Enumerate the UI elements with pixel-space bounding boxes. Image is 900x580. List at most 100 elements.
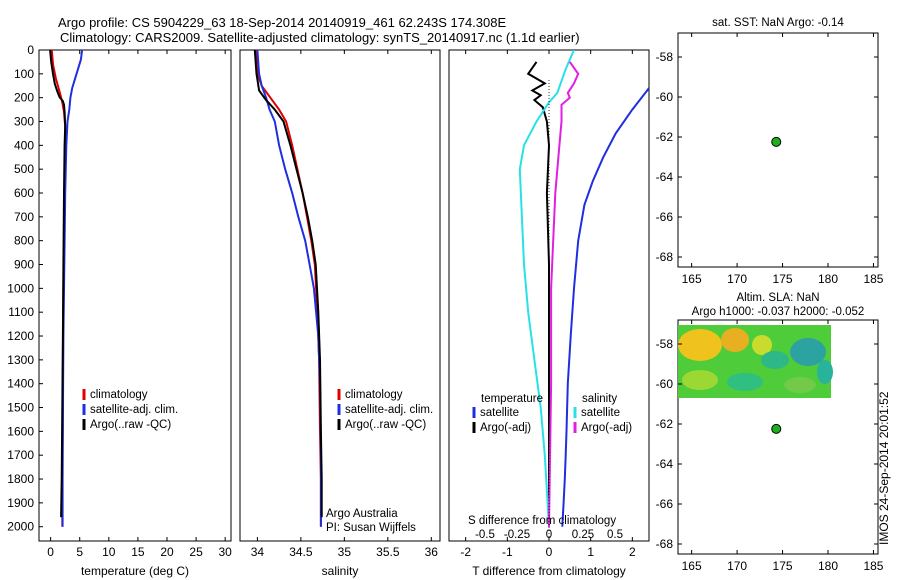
difference-legend-label: satellite: [581, 407, 620, 419]
depth-ytick-label: 300: [14, 115, 34, 129]
legend-header-salinity: salinity: [582, 393, 617, 405]
temperature-legend-label: climatology: [90, 389, 148, 401]
differences-series-2: [518, 50, 575, 527]
sst_map-xtick-label: 180: [818, 272, 838, 286]
s-tick-label: 0.25: [572, 529, 594, 541]
salinity-xtick-label: 34.5: [289, 545, 313, 559]
difference-legend-label: satellite: [480, 407, 519, 419]
temperature-xtick-label: 15: [131, 545, 145, 559]
depth-ytick-label: 1000: [7, 281, 34, 295]
sla_map-title: Altim. SLA: NaN: [736, 292, 819, 304]
sla_map-subtitle: Argo h1000: -0.037 h2000: -0.052: [692, 306, 865, 318]
imos-timestamp: IMOS 24-Sep-2014 20:01:52: [877, 391, 891, 545]
salinity-series-1: [256, 50, 322, 527]
sst_map-ytick-label: -60: [656, 90, 674, 104]
salinity-series-0: [254, 50, 322, 527]
sst_map-xtick-label: 175: [773, 272, 793, 286]
salinity-series-2: [253, 50, 323, 518]
sla_map-ytick-label: -64: [656, 457, 674, 471]
temperature-xlabel: temperature (deg C): [81, 564, 189, 578]
sst_map-argo-position: [771, 136, 782, 147]
depth-ytick-label: 100: [14, 67, 34, 81]
figure-title-line1: Argo profile: CS 5904229_63 18-Sep-2014 …: [58, 15, 506, 30]
sst_map-ytick-label: -64: [656, 170, 674, 184]
depth-ytick-label: 1700: [7, 448, 34, 462]
sla-map-axes: [677, 319, 879, 555]
salinity-legend-label: climatology: [345, 389, 403, 401]
sla_map-xtick-label: 165: [682, 559, 702, 573]
sla_map-argo-position: [771, 423, 782, 434]
depth-ytick-label: 200: [14, 91, 34, 105]
sla_map-ytick-label: -58: [656, 337, 674, 351]
sst_map-xtick-label: 170: [727, 272, 747, 286]
temperature-legend-label: Argo(..raw -QC): [90, 419, 171, 431]
temperature-xtick-label: 30: [219, 545, 233, 559]
depth-ytick-label: 0: [27, 43, 34, 57]
differences-xtick-label: -1: [502, 545, 513, 559]
s-tick-label: -0.5: [475, 529, 495, 541]
depth-ytick-label: 1400: [7, 377, 34, 391]
sst_map-xtick-label: 185: [863, 272, 883, 286]
depth-ytick-label: 900: [14, 258, 34, 272]
salinity-xtick-label: 35.5: [376, 545, 400, 559]
sla_map-ytick-label: -68: [656, 537, 674, 551]
temperature-xtick-label: 25: [189, 545, 203, 559]
depth-ytick-label: 1600: [7, 424, 34, 438]
sla_map-ytick-label: -60: [656, 377, 674, 391]
sst_map-ytick-label: -66: [656, 210, 674, 224]
depth-ytick-label: 500: [14, 162, 34, 176]
sla_map-xtick-label: 175: [773, 559, 793, 573]
salinity-legend-label: satellite-adj. clim.: [345, 404, 433, 416]
depth-ytick-label: 800: [14, 234, 34, 248]
depth-ytick-label: 1800: [7, 472, 34, 486]
depth-ytick-label: 1500: [7, 401, 34, 415]
salinity-xlabel: salinity: [322, 564, 359, 578]
depth-ytick-label: 1300: [7, 353, 34, 367]
sst_map-ytick-label: -68: [656, 250, 674, 264]
temperature-xtick-label: 20: [160, 545, 174, 559]
salinity-xtick-label: 36: [425, 545, 439, 559]
sla_map-ytick-label: -62: [656, 417, 674, 431]
temperature-xtick-label: 0: [47, 545, 54, 559]
depth-ytick-label: 700: [14, 210, 34, 224]
depth-ytick-label: 1900: [7, 496, 34, 510]
differences-xtick-label: -2: [460, 545, 471, 559]
salinity-xtick-label: 35: [338, 545, 352, 559]
figure-title-line2: Climatology: CARS2009. Satellite-adjuste…: [60, 30, 580, 45]
difference-legend-label: Argo(-adj): [480, 422, 531, 434]
temperature-axes: [38, 49, 232, 542]
temperature-series-2: [49, 50, 67, 518]
depth-ytick-label: 1200: [7, 329, 34, 343]
depth-ytick-label: 600: [14, 186, 34, 200]
differences-xlabel: T difference from climatology: [472, 564, 626, 578]
sst_map-xtick-label: 165: [682, 272, 702, 286]
sla_map-ytick-label: -66: [656, 497, 674, 511]
differences-xtick-label: 1: [587, 545, 594, 559]
sst_map-ytick-label: -58: [656, 50, 674, 64]
salinity-legend-label: Argo(..raw -QC): [345, 419, 426, 431]
s-tick-label: -0.25: [504, 529, 530, 541]
depth-ytick-label: 400: [14, 138, 34, 152]
salinity-footer-text: PI: Susan Wijffels: [326, 522, 416, 534]
s-tick-label: 0.5: [607, 529, 623, 541]
differences-series-1: [526, 61, 551, 527]
sla_map-xtick-label: 180: [818, 559, 838, 573]
depth-ytick-label: 1100: [8, 305, 34, 319]
temperature-legend-label: satellite-adj. clim.: [90, 404, 178, 416]
sla-field: [678, 325, 833, 398]
sst_map-title: sat. SST: NaN Argo: -0.14: [712, 17, 844, 29]
difference-legend-label: Argo(-adj): [581, 422, 632, 434]
salinity-axes: [239, 49, 441, 542]
temperature-xtick-label: 5: [76, 545, 83, 559]
sla_map-xtick-label: 185: [863, 559, 883, 573]
salinity-footer-text: Argo Australia: [326, 508, 398, 520]
differences-xtick-label: 0: [546, 545, 553, 559]
s-tick-label: 0: [546, 529, 552, 541]
temperature-xtick-label: 10: [102, 545, 116, 559]
salinity-xtick-label: 34: [251, 545, 265, 559]
differences-xtick-label: 2: [629, 545, 636, 559]
sst-map-axes: [677, 32, 879, 268]
differences-series-0: [561, 87, 649, 527]
sst_map-ytick-label: -62: [656, 130, 674, 144]
